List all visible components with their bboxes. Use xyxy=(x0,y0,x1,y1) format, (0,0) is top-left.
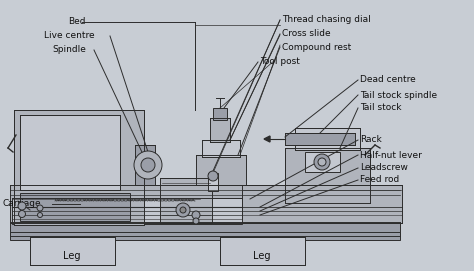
Text: Leg: Leg xyxy=(63,251,81,261)
Polygon shape xyxy=(264,136,270,142)
Bar xyxy=(160,178,212,223)
Circle shape xyxy=(134,151,162,179)
Text: Tool post: Tool post xyxy=(260,57,300,66)
Bar xyxy=(10,185,400,223)
Bar xyxy=(30,237,115,265)
Bar xyxy=(196,155,246,185)
Bar xyxy=(220,237,305,265)
Circle shape xyxy=(208,171,218,181)
Circle shape xyxy=(18,211,26,218)
Text: Cross slide: Cross slide xyxy=(282,30,331,38)
Bar xyxy=(210,118,230,142)
Circle shape xyxy=(193,218,199,224)
Text: Dead centre: Dead centre xyxy=(360,76,416,85)
Bar xyxy=(305,152,340,172)
Text: Feed rod: Feed rod xyxy=(360,176,399,185)
Circle shape xyxy=(37,212,43,218)
Bar xyxy=(20,193,130,221)
Text: Thread chasing dial: Thread chasing dial xyxy=(282,15,371,24)
Text: Carriage: Carriage xyxy=(2,199,41,208)
Circle shape xyxy=(180,207,186,213)
Bar xyxy=(10,222,400,236)
Bar xyxy=(285,148,370,203)
Text: Rack: Rack xyxy=(360,136,382,144)
Circle shape xyxy=(176,203,190,217)
Circle shape xyxy=(318,158,326,166)
Bar xyxy=(135,145,155,185)
Bar xyxy=(295,128,360,150)
Text: Leg: Leg xyxy=(253,251,271,261)
Bar xyxy=(12,198,242,224)
Bar xyxy=(35,203,45,210)
Text: Bed: Bed xyxy=(68,18,85,27)
Bar xyxy=(14,110,144,225)
Bar xyxy=(242,185,402,223)
Text: Spindle: Spindle xyxy=(52,46,86,54)
Circle shape xyxy=(37,205,43,211)
Bar xyxy=(20,115,120,190)
Text: Half-nut lever: Half-nut lever xyxy=(360,150,422,160)
Text: Compound rest: Compound rest xyxy=(282,43,351,51)
Text: Tail stock spindle: Tail stock spindle xyxy=(360,91,437,99)
Bar xyxy=(10,232,400,240)
Bar xyxy=(285,133,355,145)
Text: Leadscrew: Leadscrew xyxy=(360,163,408,173)
Bar xyxy=(208,173,218,191)
Bar xyxy=(280,198,370,210)
Bar xyxy=(18,201,30,210)
Circle shape xyxy=(192,211,200,219)
Bar xyxy=(213,108,227,120)
Circle shape xyxy=(141,158,155,172)
Text: Live centre: Live centre xyxy=(44,31,95,40)
Circle shape xyxy=(314,154,330,170)
Circle shape xyxy=(18,202,26,210)
Text: Tail stock: Tail stock xyxy=(360,104,401,112)
Bar xyxy=(202,140,240,157)
